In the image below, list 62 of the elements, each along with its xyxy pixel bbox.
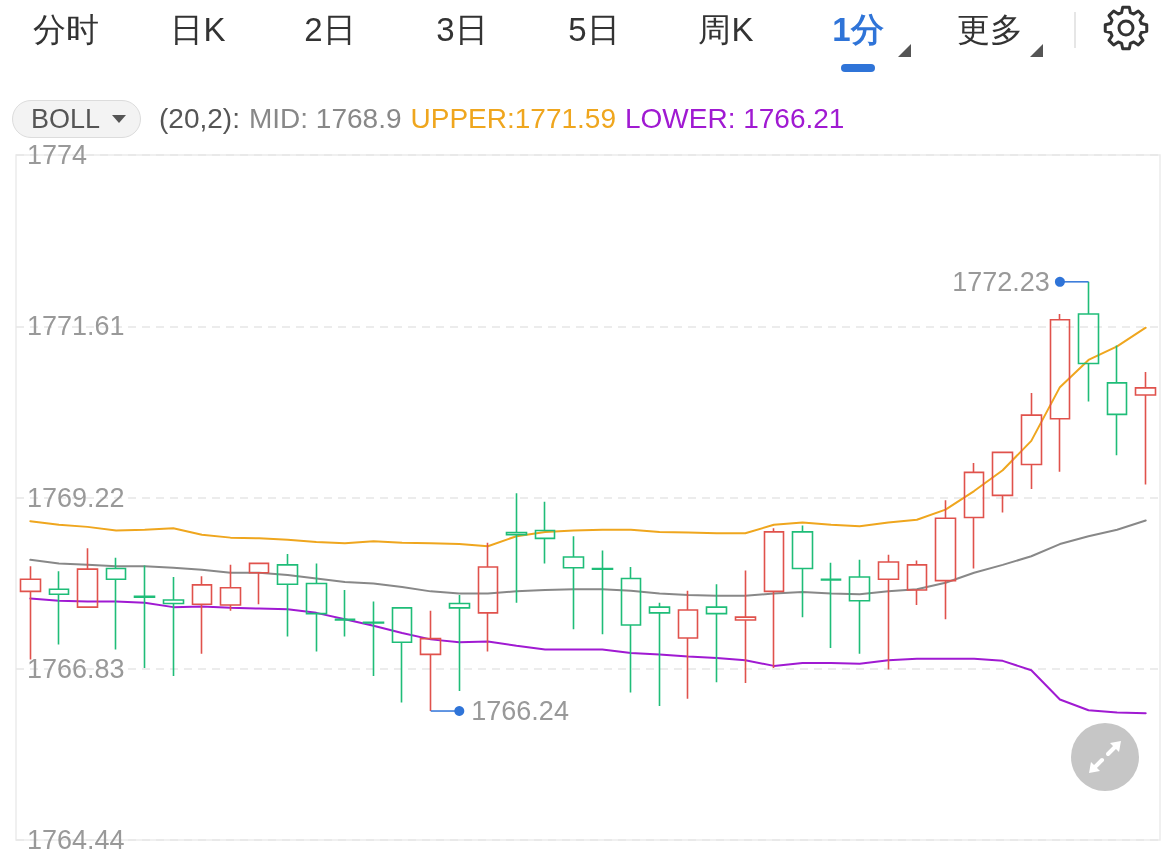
candlestick <box>562 535 585 631</box>
candlestick <box>763 527 785 669</box>
candlestick <box>1134 371 1157 486</box>
candlestick <box>219 564 242 612</box>
candlestick <box>391 606 413 704</box>
text: 分时 <box>33 10 99 50</box>
candlestick <box>362 600 385 677</box>
text: (20,2): <box>159 103 240 135</box>
candlestick <box>1020 392 1043 490</box>
legend-title: BOLL <box>31 103 101 135</box>
candlestick <box>534 501 556 565</box>
candlestick <box>305 562 328 653</box>
candlestick <box>677 589 699 700</box>
candlestick <box>419 609 442 712</box>
text: 日K <box>170 10 226 50</box>
candlestick <box>76 547 99 608</box>
candlestick <box>48 570 70 646</box>
text: 更多 <box>957 10 1023 50</box>
candlestick <box>734 569 757 684</box>
candlestick <box>705 583 728 684</box>
text: UPPER:1771.59 <box>410 103 616 135</box>
y-tick-label: 1766.83 <box>27 653 125 684</box>
candlestick <box>877 554 900 671</box>
candlestick <box>591 549 614 636</box>
candlestick <box>991 451 1014 514</box>
candlestick <box>906 559 928 606</box>
annotation: 1772.23 <box>952 266 1050 297</box>
y-tick-label: 1764.44 <box>27 825 125 855</box>
candlestick <box>105 556 127 651</box>
candlestick <box>505 492 528 604</box>
candlestick <box>276 553 299 638</box>
candlestick <box>1077 281 1100 403</box>
candlestick <box>620 566 642 694</box>
candlestick <box>820 561 842 649</box>
y-tick-label: 1769.22 <box>27 482 125 513</box>
y-tick-label: 1774 <box>27 140 88 170</box>
candlestick <box>648 602 671 707</box>
candlestick <box>477 541 499 653</box>
candlestick <box>334 589 356 638</box>
candlestick <box>848 559 871 655</box>
text: MID: 1768.9 <box>248 103 402 135</box>
text: 5日 <box>568 10 620 50</box>
candlestick <box>448 594 471 692</box>
candlestick <box>162 576 185 677</box>
text: 2日 <box>304 10 356 50</box>
candlestick <box>791 524 814 618</box>
candlestick <box>133 564 156 669</box>
text: LOWER: 1766.21 <box>624 103 845 135</box>
candlestick <box>1106 344 1128 457</box>
candlestick <box>934 499 957 621</box>
line-series <box>29 519 1147 597</box>
candlestick <box>963 462 985 570</box>
text: 3日 <box>436 10 488 50</box>
candlestick <box>19 565 42 661</box>
candlestick <box>191 575 213 655</box>
text: 周K <box>698 10 754 50</box>
annotation: 1766.24 <box>471 696 569 727</box>
candlestick <box>1049 313 1071 473</box>
dropdown-button: BOLL <box>12 100 142 138</box>
candlestick <box>248 561 270 606</box>
y-tick-label: 1771.61 <box>27 311 125 342</box>
text: 1分 <box>832 10 884 50</box>
